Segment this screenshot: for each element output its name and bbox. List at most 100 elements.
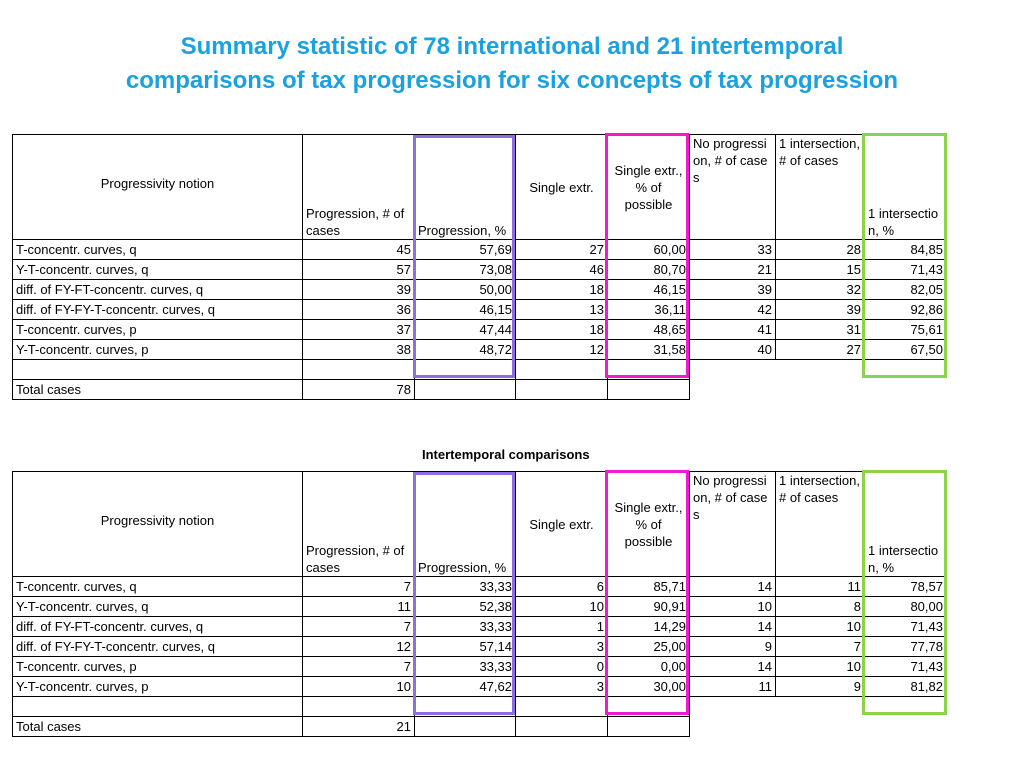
row-single-extr-pct: 48,65 [607,319,690,340]
total-cell [690,380,776,400]
total-value: 78 [302,379,415,400]
row-single-extr: 46 [515,259,608,280]
row-single-extr-pct: 85,71 [607,576,690,597]
header-no-progression: No progression, # of cases [689,134,776,240]
table-row: Y-T-concentr. curves, q 57 73,08 46 80,70 21 1… [12,259,947,280]
table-row: diff. of FY-FT-concentr. curves, q 7 33,33… [12,616,947,637]
row-intersection-pct: 75,61 [864,319,947,340]
row-no-progression: 42 [689,299,776,320]
row-notion: Y-T-concentr. curves, q [12,596,303,617]
row-no-progression: 33 [689,239,776,260]
row-single-extr: 1 [515,616,608,637]
row-single-extr: 12 [515,339,608,360]
row-intersection-pct: 67,50 [864,339,947,360]
total-cell [515,716,608,737]
row-no-progression: 14 [689,576,776,597]
row-notion: T-concentr. curves, p [12,319,303,340]
row-single-extr: 0 [515,656,608,677]
row-single-extr-pct: 14,29 [607,616,690,637]
header-one-intersection-pct: 1 intersection, % [864,134,947,240]
total-cell [607,379,690,400]
table-row: diff. of FY-FT-concentr. curves, q 39 50,0… [12,279,947,300]
table-row: Y-T-concentr. curves, q 11 52,38 10 90,91 10 8… [12,596,947,617]
row-progression-pct: 57,69 [414,239,516,260]
row-intersection-cases: 8 [775,596,865,617]
header-no-progression: No progression, # of cases [689,471,776,577]
table-row: T-concentr. curves, q 7 33,33 6 85,71 14 11 78,… [12,576,947,597]
spacer-cell [515,696,608,717]
header-one-intersection-cases: 1 intersection, # of cases [775,134,865,240]
title-line-2: comparisons of tax progression for six c… [125,67,899,94]
international-comparisons-table: Progressivity notion Progression, # of c… [12,134,947,400]
header-progressivity-notion: Progressivity notion [12,134,303,240]
header-single-extr-pct: Single extr., % of possible [607,471,690,577]
total-label: Total cases [12,379,303,400]
row-intersection-cases: 7 [775,636,865,657]
row-progression-pct: 33,33 [414,576,516,597]
row-progression-cases: 7 [302,616,415,637]
row-intersection-pct: 71,43 [864,656,947,677]
row-progression-cases: 39 [302,279,415,300]
total-value: 21 [302,716,415,737]
row-notion: T-concentr. curves, p [12,656,303,677]
total-cell [414,716,516,737]
total-cell [414,379,516,400]
total-cell [865,717,947,737]
row-single-extr: 27 [515,239,608,260]
row-no-progression: 9 [689,636,776,657]
title-line-1: Summary statistic of 78 international an… [180,33,844,60]
header-row: Progressivity notion Progression, # of c… [12,471,947,577]
table-row: diff. of FY-FY-T-concentr. curves, q 36 46… [12,299,947,320]
row-progression-pct: 48,72 [414,339,516,360]
spacer-cell [414,696,516,717]
spacer-cell [865,360,947,380]
row-intersection-cases: 11 [775,576,865,597]
header-progression-cases: Progression, # of cases [302,471,415,577]
row-progression-cases: 12 [302,636,415,657]
row-intersection-pct: 78,57 [864,576,947,597]
total-row: Total cases 78 [12,379,947,400]
row-single-extr-pct: 60,00 [607,239,690,260]
row-progression-pct: 52,38 [414,596,516,617]
row-single-extr: 3 [515,676,608,697]
header-one-intersection-pct: 1 intersection, % [864,471,947,577]
table-row: Y-T-concentr. curves, p 10 47,62 3 30,00 11 9 8… [12,676,947,697]
row-intersection-cases: 15 [775,259,865,280]
row-intersection-pct: 82,05 [864,279,947,300]
row-progression-cases: 7 [302,656,415,677]
row-intersection-pct: 77,78 [864,636,947,657]
row-single-extr: 18 [515,279,608,300]
row-progression-cases: 7 [302,576,415,597]
row-intersection-cases: 10 [775,656,865,677]
row-notion: diff. of FY-FY-T-concentr. curves, q [12,636,303,657]
row-notion: T-concentr. curves, q [12,576,303,597]
row-no-progression: 39 [689,279,776,300]
row-notion: Y-T-concentr. curves, p [12,676,303,697]
header-progressivity-notion: Progressivity notion [12,471,303,577]
header-row: Progressivity notion Progression, # of c… [12,134,947,240]
total-cell [776,717,865,737]
spacer-cell [302,359,415,380]
row-single-extr-pct: 31,58 [607,339,690,360]
intertemporal-comparisons-table: Progressivity notion Progression, # of c… [12,471,947,737]
row-single-extr: 6 [515,576,608,597]
total-cell [690,717,776,737]
row-progression-cases: 36 [302,299,415,320]
row-notion: diff. of FY-FT-concentr. curves, q [12,279,303,300]
total-cell [776,380,865,400]
row-progression-cases: 45 [302,239,415,260]
row-notion: Y-T-concentr. curves, q [12,259,303,280]
spacer-cell [302,696,415,717]
header-progression-pct: Progression, % [414,471,516,577]
header-single-extr: Single extr. [515,471,608,577]
row-notion: diff. of FY-FY-T-concentr. curves, q [12,299,303,320]
table-row: Y-T-concentr. curves, p 38 48,72 12 31,58 40 2… [12,339,947,360]
row-no-progression: 14 [689,616,776,637]
row-intersection-cases: 32 [775,279,865,300]
row-progression-cases: 11 [302,596,415,617]
row-progression-pct: 57,14 [414,636,516,657]
total-cell [515,379,608,400]
spacer-cell [12,696,303,717]
table-row: T-concentr. curves, q 45 57,69 27 60,00 33 28 8… [12,239,947,260]
row-intersection-cases: 39 [775,299,865,320]
